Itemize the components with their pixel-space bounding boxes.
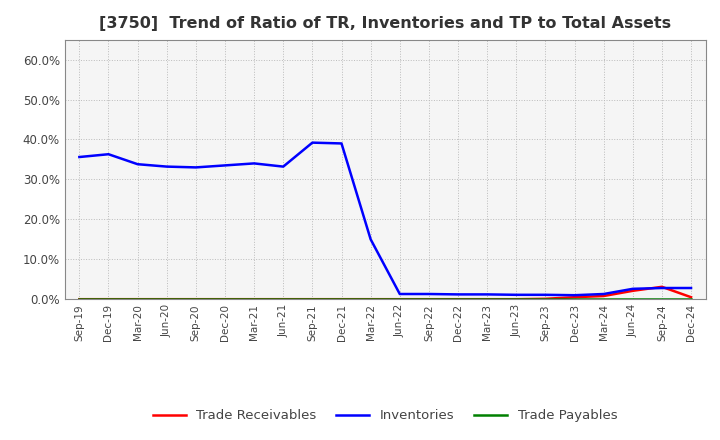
Inventories: [454, 292, 462, 297]
Trade Receivables: [425, 297, 433, 302]
Trade Payables: [133, 297, 142, 302]
Inventories: [629, 286, 637, 291]
Trade Payables: [279, 297, 287, 302]
Trade Payables: [629, 297, 637, 302]
Trade Payables: [512, 297, 521, 302]
Trade Payables: [483, 297, 492, 302]
Trade Payables: [337, 297, 346, 302]
Trade Receivables: [250, 297, 258, 302]
Trade Payables: [657, 297, 666, 302]
Trade Payables: [541, 297, 550, 302]
Trade Receivables: [192, 297, 200, 302]
Trade Receivables: [220, 297, 229, 302]
Inventories: [425, 291, 433, 297]
Trade Receivables: [657, 284, 666, 290]
Inventories: [192, 165, 200, 170]
Trade Payables: [570, 297, 579, 302]
Trade Payables: [599, 297, 608, 302]
Line: Inventories: Inventories: [79, 143, 691, 295]
Trade Receivables: [599, 293, 608, 299]
Trade Payables: [366, 297, 375, 302]
Inventories: [133, 161, 142, 167]
Trade Receivables: [395, 297, 404, 302]
Trade Payables: [454, 297, 462, 302]
Trade Payables: [192, 297, 200, 302]
Inventories: [279, 164, 287, 169]
Inventories: [512, 292, 521, 297]
Inventories: [308, 140, 317, 145]
Title: [3750]  Trend of Ratio of TR, Inventories and TP to Total Assets: [3750] Trend of Ratio of TR, Inventories…: [99, 16, 671, 32]
Trade Payables: [250, 297, 258, 302]
Trade Payables: [425, 297, 433, 302]
Trade Payables: [104, 297, 113, 302]
Trade Payables: [75, 297, 84, 302]
Inventories: [687, 286, 696, 291]
Legend: Trade Receivables, Inventories, Trade Payables: Trade Receivables, Inventories, Trade Pa…: [148, 404, 623, 428]
Trade Receivables: [454, 297, 462, 302]
Inventories: [657, 286, 666, 291]
Trade Receivables: [483, 297, 492, 302]
Trade Receivables: [163, 297, 171, 302]
Inventories: [483, 292, 492, 297]
Trade Payables: [220, 297, 229, 302]
Inventories: [599, 291, 608, 297]
Trade Receivables: [512, 297, 521, 302]
Trade Receivables: [687, 294, 696, 300]
Trade Receivables: [133, 297, 142, 302]
Trade Receivables: [279, 297, 287, 302]
Trade Receivables: [366, 297, 375, 302]
Inventories: [541, 292, 550, 297]
Inventories: [75, 154, 84, 160]
Trade Payables: [687, 297, 696, 302]
Trade Receivables: [337, 297, 346, 302]
Inventories: [570, 293, 579, 298]
Trade Payables: [163, 297, 171, 302]
Inventories: [395, 291, 404, 297]
Inventories: [104, 152, 113, 157]
Inventories: [337, 141, 346, 146]
Trade Receivables: [541, 296, 550, 301]
Inventories: [220, 163, 229, 168]
Trade Receivables: [104, 297, 113, 302]
Trade Receivables: [75, 297, 84, 302]
Trade Receivables: [308, 297, 317, 302]
Inventories: [366, 237, 375, 242]
Trade Receivables: [570, 294, 579, 300]
Trade Payables: [308, 297, 317, 302]
Inventories: [163, 164, 171, 169]
Trade Payables: [395, 297, 404, 302]
Inventories: [250, 161, 258, 166]
Line: Trade Receivables: Trade Receivables: [79, 287, 691, 299]
Trade Receivables: [629, 288, 637, 293]
